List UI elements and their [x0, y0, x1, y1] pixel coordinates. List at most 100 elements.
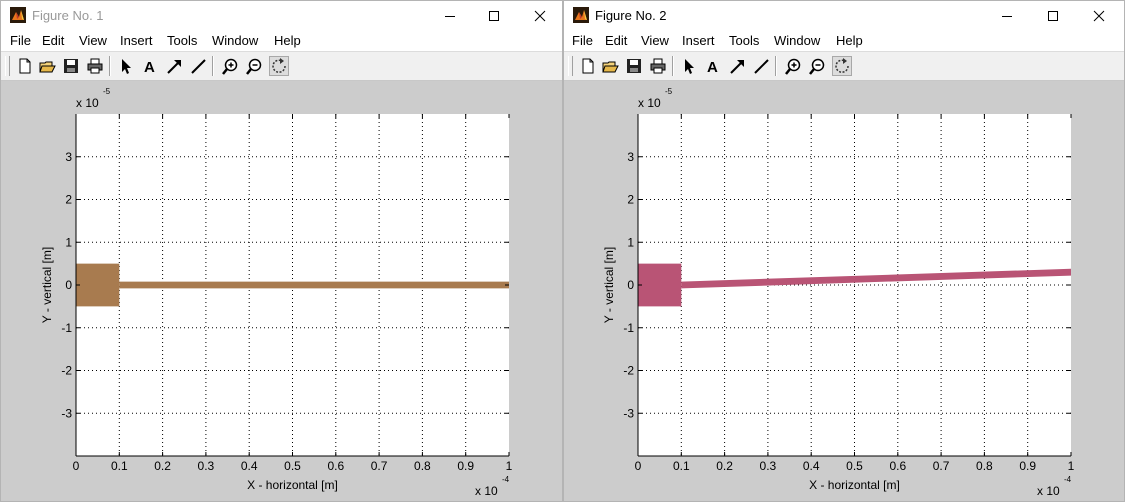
toolbar-separator — [109, 56, 111, 76]
toolbar-separator — [212, 56, 214, 76]
x-tick-label: 0.6 — [889, 459, 906, 473]
y-tick-label: 1 — [65, 235, 72, 249]
rotate-3d-button[interactable] — [832, 56, 852, 76]
zoom-out-button[interactable] — [807, 56, 827, 76]
title-bar[interactable]: Figure No. 2 — [564, 1, 1124, 31]
toolbar-separator — [775, 56, 777, 76]
y-tick-label: -1 — [61, 321, 72, 335]
maximize-button[interactable] — [1030, 4, 1076, 28]
x-tick-label: 0.8 — [414, 459, 431, 473]
minimize-button[interactable] — [984, 4, 1030, 28]
new-figure-icon — [582, 58, 594, 74]
y-tick-label: -2 — [623, 364, 634, 378]
menu-edit[interactable]: Edit — [42, 33, 65, 48]
minimize-icon — [445, 16, 455, 17]
new-figure-button[interactable] — [578, 56, 598, 76]
zoom-in-icon — [222, 58, 238, 75]
insert-arrow-icon — [730, 60, 744, 74]
print-button[interactable] — [85, 56, 105, 76]
figure-window-2: Figure No. 2 File Edit View Insert Tools… — [563, 0, 1125, 502]
zoom-out-button[interactable] — [244, 56, 264, 76]
print-icon — [87, 58, 103, 74]
open-file-icon — [602, 61, 619, 73]
print-icon — [650, 58, 666, 74]
edit-plot-arrow-button[interactable] — [116, 56, 136, 76]
minimize-icon — [1002, 16, 1012, 17]
menu-edit[interactable]: Edit — [605, 33, 628, 48]
menu-help[interactable]: Help — [274, 33, 301, 48]
x-tick-label: 0.6 — [327, 459, 344, 473]
save-button[interactable] — [61, 56, 81, 76]
edit-plot-arrow-button[interactable] — [679, 56, 699, 76]
x-tick-label: 0.5 — [846, 459, 863, 473]
figure-window-1: Figure No. 1 File Edit View Insert Tools… — [0, 0, 563, 502]
y-multiplier-label: x 10 — [638, 96, 661, 110]
y-tick-label: 2 — [65, 193, 72, 207]
close-icon — [534, 10, 546, 22]
save-button[interactable] — [624, 56, 644, 76]
insert-line-button[interactable] — [188, 56, 208, 76]
insert-text-button[interactable]: A — [140, 56, 160, 76]
toolbar-grip[interactable] — [568, 56, 573, 76]
menu-window[interactable]: Window — [774, 33, 821, 48]
x-tick-label: 0.4 — [803, 459, 820, 473]
figure-canvas: 0 0.1 0.2 0.3 0.4 0.5 0.6 0.7 0.8 0.9 1 -3 -2 -1 0 1 2 3 X… — [40, 87, 513, 498]
insert-arrow-button[interactable] — [727, 56, 747, 76]
y-tick-label: 0 — [627, 278, 634, 292]
title-bar[interactable]: Figure No. 1 — [1, 1, 562, 31]
open-file-button[interactable] — [600, 56, 620, 76]
y-axis-label: Y - vertical [m] — [602, 247, 616, 323]
figure-canvas: 0 0.1 0.2 0.3 0.4 0.5 0.6 0.7 0.8 0.9 1 -3 -2 -1 0 1 2 3 X… — [602, 87, 1075, 498]
insert-text-button[interactable]: A — [703, 56, 723, 76]
close-button[interactable] — [1076, 4, 1122, 28]
x-tick-label: 0.5 — [284, 459, 301, 473]
menu-view[interactable]: View — [641, 33, 669, 48]
y-tick-label: -1 — [623, 321, 634, 335]
y-multiplier-exponent: -5 — [103, 87, 111, 96]
maximize-button[interactable] — [471, 4, 517, 28]
y-axis-label: Y - vertical [m] — [40, 247, 54, 323]
menu-insert[interactable]: Insert — [120, 33, 153, 48]
save-icon — [64, 59, 78, 73]
menu-window[interactable]: Window — [212, 33, 259, 48]
grid-lines — [76, 114, 509, 456]
x-tick-label: 0.3 — [198, 459, 215, 473]
svg-text:A: A — [144, 59, 155, 75]
zoom-in-button[interactable] — [783, 56, 803, 76]
minimize-button[interactable] — [427, 4, 473, 28]
rotate-3d-button[interactable] — [269, 56, 289, 76]
open-file-button[interactable] — [37, 56, 57, 76]
svg-text:A: A — [707, 59, 718, 75]
maximize-icon — [489, 11, 499, 21]
window-title: Figure No. 2 — [595, 8, 667, 23]
x-tick-label: 0.2 — [154, 459, 171, 473]
close-button[interactable] — [517, 4, 562, 28]
menu-help[interactable]: Help — [836, 33, 863, 48]
print-button[interactable] — [648, 56, 668, 76]
rotate-3d-icon — [272, 58, 286, 73]
menu-insert[interactable]: Insert — [682, 33, 715, 48]
menu-file[interactable]: File — [10, 33, 31, 48]
menu-file[interactable]: File — [572, 33, 593, 48]
x-tick-label: 0.3 — [760, 459, 777, 473]
x-multiplier-label: x 10 — [475, 484, 498, 498]
x-axis-label: X - horizontal [m] — [809, 478, 900, 492]
x-tick-label: 0.9 — [457, 459, 474, 473]
figure-toolbar: A — [564, 52, 1124, 81]
zoom-out-icon — [809, 58, 825, 75]
y-tick-label: -3 — [623, 406, 634, 420]
zoom-in-button[interactable] — [220, 56, 240, 76]
toolbar-grip[interactable] — [5, 56, 10, 76]
y-tick-label: 1 — [627, 235, 634, 249]
close-icon — [1093, 10, 1105, 22]
insert-line-button[interactable] — [751, 56, 771, 76]
edit-plot-arrow-icon — [122, 59, 131, 74]
menu-view[interactable]: View — [79, 33, 107, 48]
y-tick-label: 0 — [65, 278, 72, 292]
menu-tools[interactable]: Tools — [729, 33, 760, 48]
y-tick-label: 3 — [65, 150, 72, 164]
menu-tools[interactable]: Tools — [167, 33, 198, 48]
x-tick-label: 0.7 — [371, 459, 388, 473]
insert-arrow-button[interactable] — [164, 56, 184, 76]
new-figure-button[interactable] — [15, 56, 35, 76]
